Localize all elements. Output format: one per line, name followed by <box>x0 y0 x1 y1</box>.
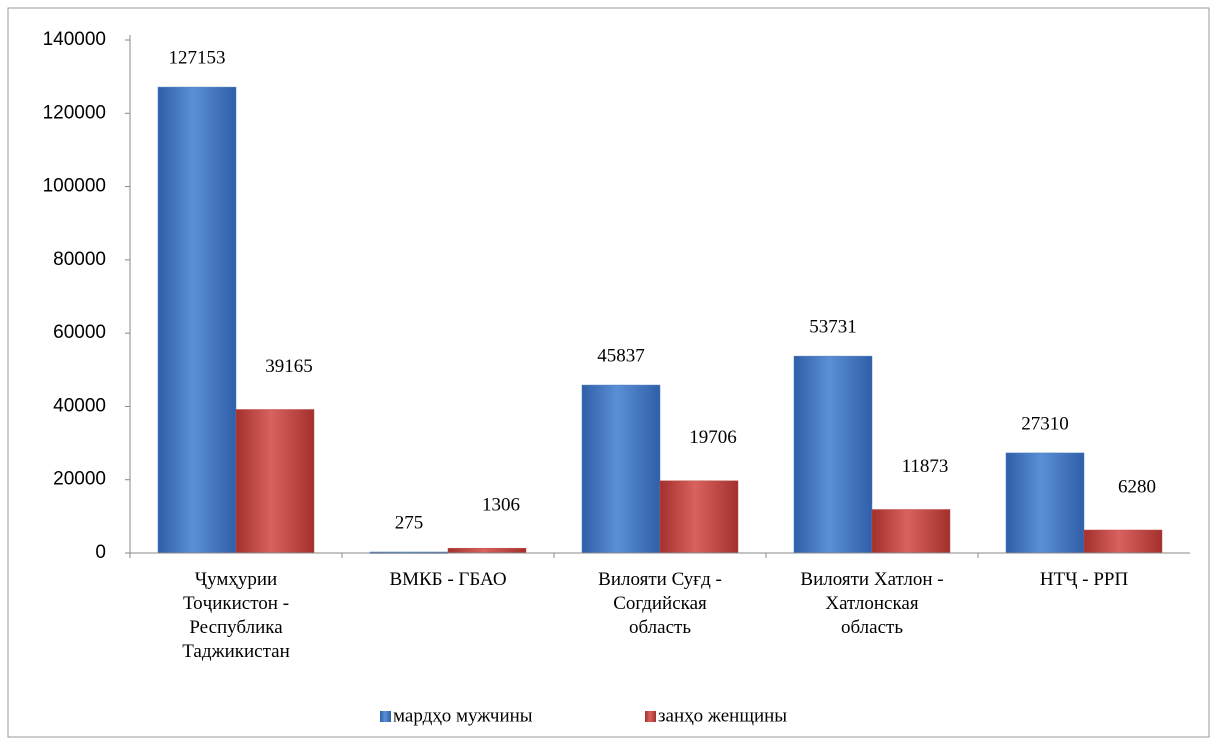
x-tick-label: Вилояти Хатлон -Хатлонская область <box>800 569 943 638</box>
y-tick-label: 100000 <box>43 176 106 197</box>
x-tick-label: Вилояти Суғд -Согдийская область <box>598 569 722 638</box>
x-tick-label: НТҶ - РРП <box>1040 569 1129 590</box>
value-label: 1306 <box>482 495 520 516</box>
bar <box>871 509 951 554</box>
value-label: 11873 <box>902 456 949 477</box>
bar <box>447 547 527 554</box>
value-label: 275 <box>395 512 424 533</box>
legend-label: мардҳо мужчины <box>393 705 533 726</box>
bar <box>1083 529 1163 554</box>
legend-swatch <box>380 711 391 722</box>
value-label: 27310 <box>1021 413 1069 434</box>
bar <box>1005 452 1085 554</box>
bar <box>235 409 315 554</box>
y-tick-label: 80000 <box>53 249 106 270</box>
x-tick-label: ВМКБ - ГБАО <box>389 569 506 590</box>
value-label: 19706 <box>689 427 737 448</box>
y-tick-label: 140000 <box>43 29 106 50</box>
bar <box>793 355 873 554</box>
value-label: 6280 <box>1118 476 1156 497</box>
value-label: 127153 <box>169 47 226 68</box>
value-label: 53731 <box>809 316 857 337</box>
y-tick-label: 60000 <box>53 322 106 343</box>
y-tick-label: 0 <box>95 542 106 563</box>
y-tick-label: 20000 <box>53 469 106 490</box>
chart-border <box>7 7 1210 738</box>
bar <box>157 86 237 554</box>
y-tick-label: 40000 <box>53 395 106 416</box>
x-tick-label: Ҷумҳурии Тоҷикистон -Республика Таджикиста… <box>182 569 290 662</box>
value-label: 39165 <box>265 356 313 377</box>
bar <box>581 384 661 554</box>
legend-swatch <box>645 711 656 722</box>
value-label: 45837 <box>597 345 645 366</box>
legend-label: занҳо женщины <box>658 705 787 726</box>
y-tick-label: 120000 <box>43 102 106 123</box>
bar <box>659 480 739 554</box>
